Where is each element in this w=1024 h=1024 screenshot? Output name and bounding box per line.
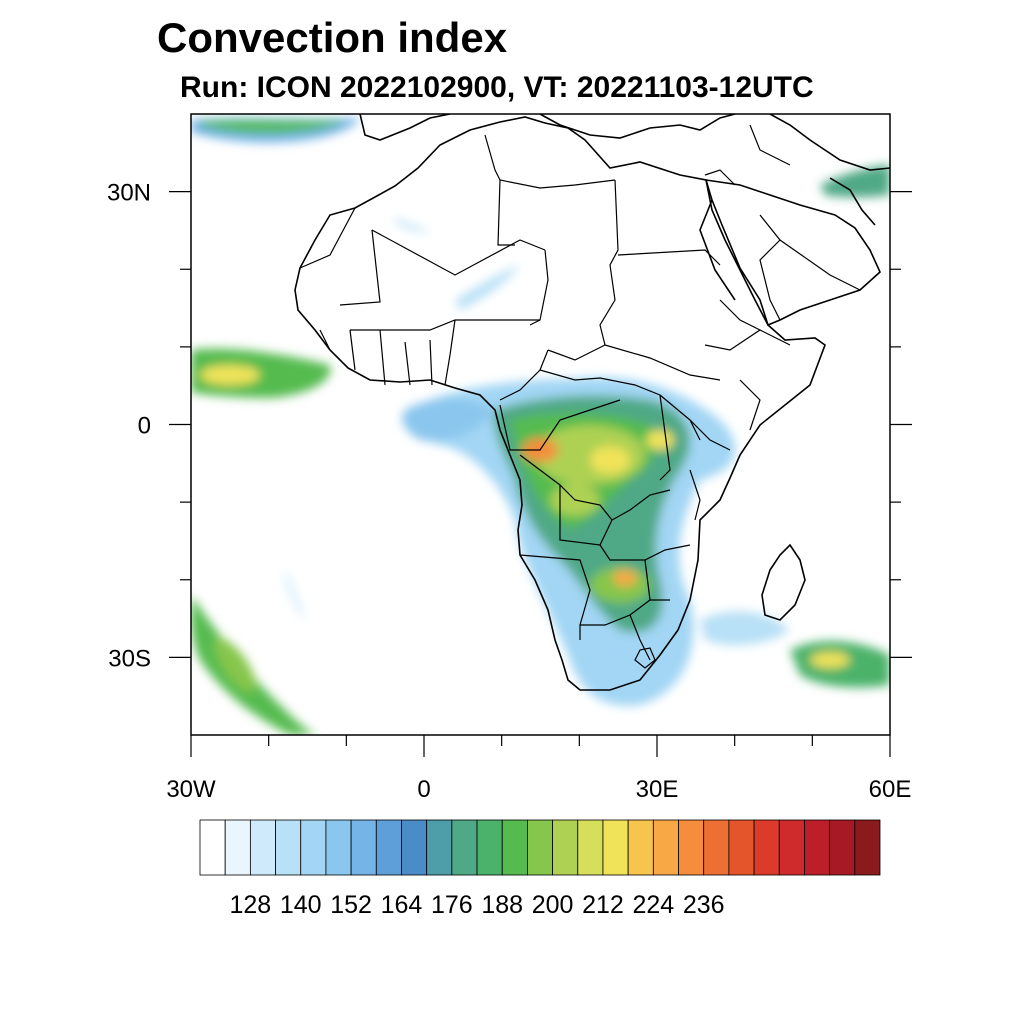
colorbar-swatch — [627, 819, 654, 876]
coastlines — [294, 114, 890, 691]
convection-field — [191, 117, 890, 735]
colorbar-tick-label: 236 — [683, 891, 725, 919]
colorbar-swatch — [778, 819, 805, 876]
colorbar-swatch — [249, 819, 276, 876]
axis-ticks — [169, 191, 912, 757]
colorbar-swatch — [476, 819, 503, 876]
colorbar-swatch — [224, 819, 251, 876]
colorbar-tick-label: 224 — [632, 891, 674, 919]
colorbar-tick-label: 152 — [330, 891, 372, 919]
lon-tick-label: 30E — [636, 776, 679, 803]
chart-subtitle: Run: ICON 2022102900, VT: 20221103-12UTC — [180, 71, 814, 104]
colorbar-tick-label: 212 — [582, 891, 624, 919]
lon-tick-label: 60E — [869, 776, 912, 803]
colorbar: 128 140 152 164 176 188 200 212 224 236 — [199, 819, 881, 919]
colorbar-swatch — [577, 819, 604, 876]
colorbar-swatch — [350, 819, 377, 876]
lat-tick-label: 30N — [107, 180, 151, 207]
colorbar-swatch — [401, 819, 428, 876]
colorbar-tick-label: 188 — [481, 891, 523, 919]
colorbar-swatch — [199, 819, 226, 876]
lat-tick-label: 30S — [108, 645, 151, 672]
lon-tick-label: 30W — [166, 776, 216, 803]
colorbar-swatch — [703, 819, 730, 876]
chart-title: Convection index — [157, 14, 508, 61]
lat-tick-label: 0 — [138, 413, 151, 440]
lon-tick-label: 0 — [417, 776, 430, 803]
axis-labels: 30W 0 30E 60E 30N 0 30S — [107, 180, 911, 803]
colorbar-swatch — [375, 819, 402, 876]
colorbar-swatch — [426, 819, 453, 876]
colorbar-swatch — [678, 819, 705, 876]
colorbar-swatch — [552, 819, 579, 876]
colorbar-tick-label: 176 — [431, 891, 473, 919]
colorbar-tick-label: 200 — [532, 891, 574, 919]
colorbar-swatch — [728, 819, 755, 876]
colorbar-swatch — [804, 819, 831, 876]
colorbar-swatch — [527, 819, 553, 876]
colorbar-tick-label: 128 — [230, 891, 272, 919]
colorbar-swatch — [275, 819, 302, 876]
colorbar-tick-label: 140 — [280, 891, 322, 919]
country-borders — [299, 124, 861, 669]
colorbar-swatch — [854, 819, 881, 876]
colorbar-swatch — [501, 819, 528, 876]
colorbar-swatch — [325, 819, 352, 876]
colorbar-swatch — [652, 819, 679, 876]
colorbar-swatch — [829, 819, 856, 876]
colorbar-swatch — [451, 819, 478, 876]
colorbar-tick-label: 164 — [381, 891, 423, 919]
colorbar-swatch — [602, 819, 629, 876]
colorbar-swatch — [753, 819, 780, 876]
colorbar-swatch — [300, 819, 327, 876]
map-field — [191, 114, 890, 735]
